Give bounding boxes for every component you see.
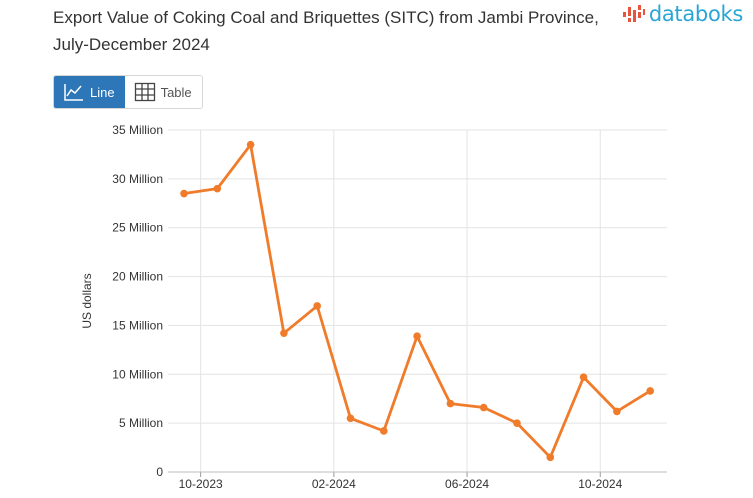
- data-point: [613, 407, 621, 416]
- data-point: [346, 414, 355, 423]
- brand-name: databoks: [648, 2, 743, 26]
- data-point: [646, 387, 654, 395]
- table-grid-icon: [134, 82, 155, 102]
- data-point: [246, 140, 255, 149]
- y-tick-label: 35 Million: [112, 123, 163, 137]
- line-view-label: Line: [90, 84, 115, 100]
- series-layer: [180, 140, 654, 462]
- y-tick-label: 15 Million: [112, 318, 163, 332]
- data-point: [479, 403, 488, 412]
- data-point: [180, 189, 188, 198]
- data-point: [579, 373, 588, 382]
- x-tick-label: 02-2024: [312, 477, 356, 491]
- data-point: [280, 329, 288, 338]
- axes: 0 5 Million 10 Million 15 Million 20 Million…: [80, 123, 667, 491]
- y-tick-label: 10 Million: [112, 367, 163, 381]
- series-line: [183, 143, 651, 459]
- table-view-button[interactable]: Table: [124, 76, 202, 108]
- data-point: [413, 332, 421, 340]
- line-view-button[interactable]: Line: [54, 76, 125, 108]
- y-tick-label: 0: [156, 465, 163, 479]
- y-axis-title: US dollars: [80, 273, 94, 328]
- y-tick-label: 30 Million: [112, 172, 163, 186]
- data-point: [313, 302, 322, 310]
- data-point: [446, 399, 455, 408]
- x-tick-label: 10-2024: [578, 477, 622, 491]
- x-tick-label: 06-2024: [445, 477, 489, 491]
- y-tick-label: 20 Million: [112, 270, 163, 284]
- table-view-label: Table: [160, 84, 192, 100]
- chart-title: Export Value of Coking Coal and Briquett…: [53, 8, 599, 54]
- data-point: [380, 427, 388, 435]
- data-point: [513, 419, 521, 427]
- view-toggle: Line Table: [53, 75, 203, 109]
- grid-lines: [168, 129, 667, 473]
- databoks-logo: databoks: [622, 2, 743, 26]
- y-tick-label: 25 Million: [112, 221, 163, 235]
- y-tick-label: 5 Million: [119, 416, 163, 430]
- data-point: [546, 453, 555, 462]
- data-point: [213, 184, 222, 193]
- x-tick-label: 10-2023: [179, 477, 223, 491]
- line-chart-icon: [64, 84, 83, 101]
- databoks-mark-icon: [622, 5, 645, 22]
